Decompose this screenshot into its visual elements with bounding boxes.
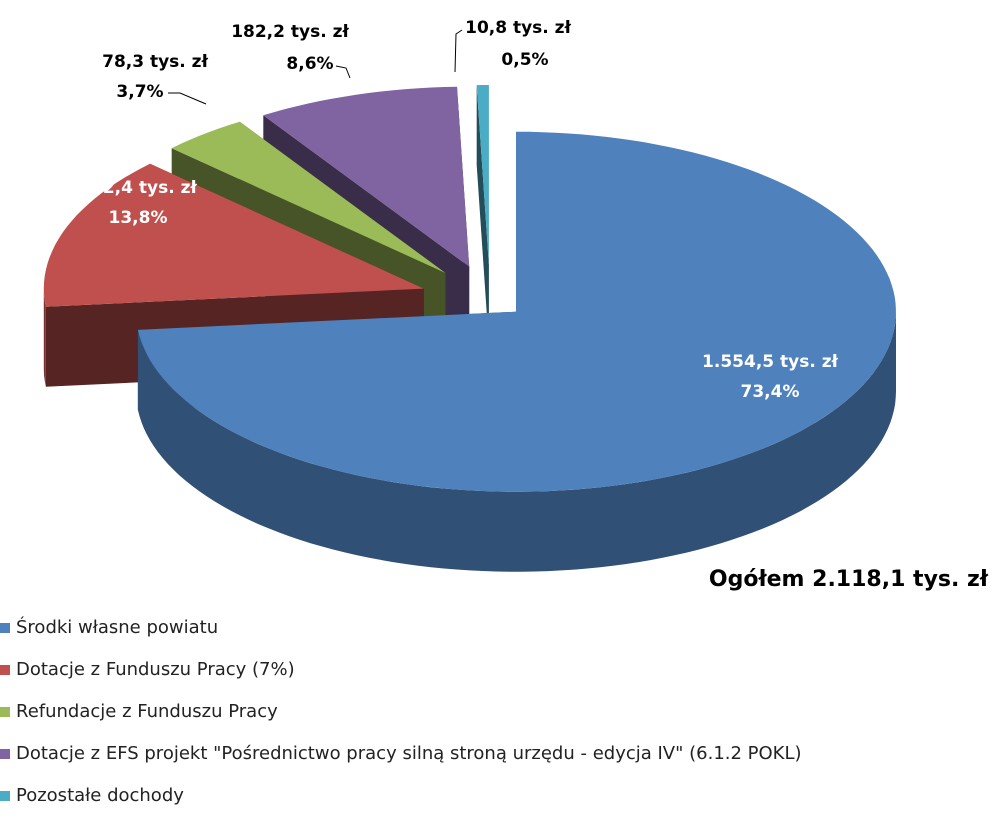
- slice: [171, 121, 446, 273]
- slice-wall: [137, 311, 896, 572]
- leader-line: [168, 92, 207, 105]
- slice: [476, 85, 489, 265]
- value-label: 10,8 tys. zł: [465, 18, 571, 38]
- legend-label: Dotacje z Funduszu Pracy (7%): [16, 659, 295, 680]
- value-label: 182,2 tys. zł: [231, 22, 349, 42]
- slice-side: [476, 85, 489, 345]
- percent-label: 73,4%: [741, 382, 800, 402]
- slice: [263, 86, 470, 267]
- value-label: 78,3 tys. zł: [102, 52, 208, 72]
- legend-swatch: [0, 665, 10, 675]
- legend-swatch: [0, 623, 10, 633]
- percent-label: 13,8%: [109, 208, 168, 228]
- legend-swatch: [0, 749, 10, 759]
- leader-line: [454, 29, 463, 73]
- legend-swatch: [0, 707, 10, 717]
- percent-label: 3,7%: [116, 82, 163, 102]
- legend-label: Środki własne powiatu: [16, 616, 218, 638]
- percent-label: 0,5%: [501, 50, 548, 70]
- leader-line: [335, 65, 351, 79]
- legend-swatch: [0, 791, 10, 801]
- total-annotation: Ogółem 2.118,1 tys. zł: [709, 567, 989, 592]
- slice: [43, 163, 424, 307]
- slice: [137, 131, 896, 492]
- legend-label: Dotacje z EFS projekt "Pośrednictwo prac…: [16, 743, 802, 764]
- slice-wall: [43, 288, 46, 387]
- percent-label: 8,6%: [286, 54, 333, 74]
- legend-label: Pozostałe dochody: [16, 785, 184, 806]
- value-label: 292,4 tys. zł: [79, 178, 197, 198]
- legend-label: Refundacje z Funduszu Pracy: [16, 701, 278, 722]
- value-label: 1.554,5 tys. zł: [702, 352, 839, 372]
